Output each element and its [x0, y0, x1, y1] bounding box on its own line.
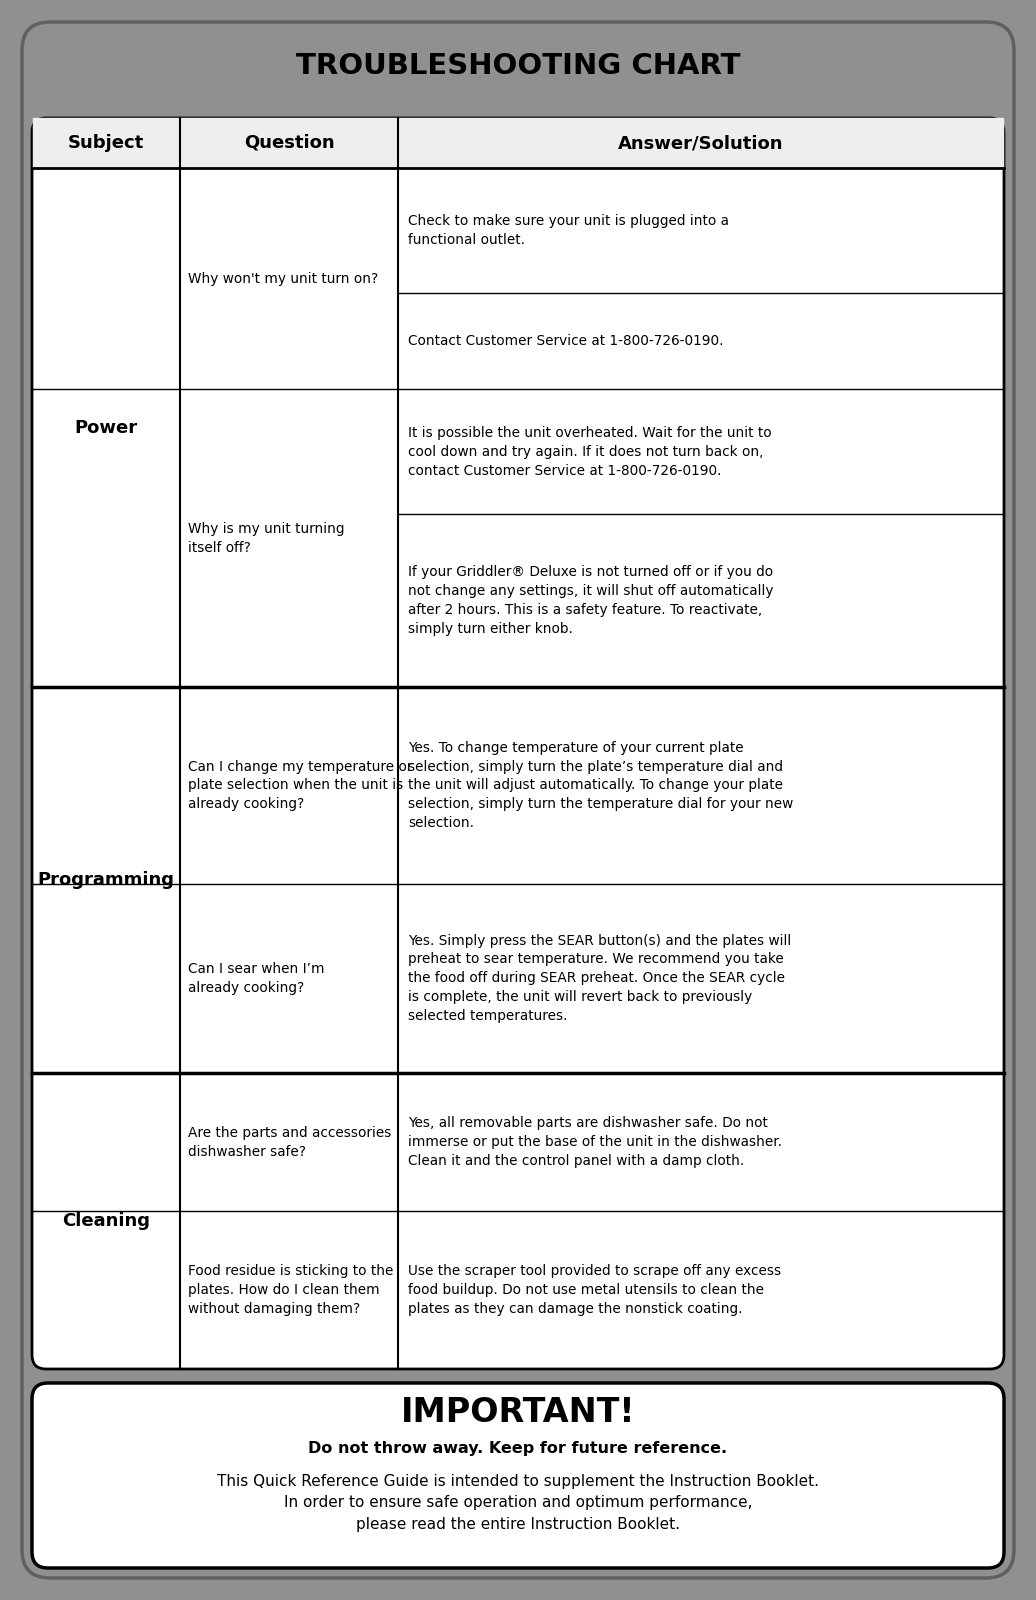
Text: Yes. To change temperature of your current plate
selection, simply turn the plat: Yes. To change temperature of your curre…	[408, 741, 794, 830]
Text: Power: Power	[75, 419, 138, 437]
Text: Food residue is sticking to the
plates. How do I clean them
without damaging the: Food residue is sticking to the plates. …	[188, 1264, 394, 1317]
Text: Why won't my unit turn on?: Why won't my unit turn on?	[188, 272, 378, 285]
Text: Question: Question	[243, 134, 335, 152]
Text: Can I sear when I’m
already cooking?: Can I sear when I’m already cooking?	[188, 962, 324, 995]
Text: Answer/Solution: Answer/Solution	[618, 134, 784, 152]
Text: Check to make sure your unit is plugged into a
functional outlet.: Check to make sure your unit is plugged …	[408, 214, 729, 246]
Text: Why is my unit turning
itself off?: Why is my unit turning itself off?	[188, 522, 345, 555]
Text: It is possible the unit overheated. Wait for the unit to
cool down and try again: It is possible the unit overheated. Wait…	[408, 426, 772, 477]
Text: Programming: Programming	[37, 870, 174, 890]
Text: Contact Customer Service at 1-800-726-0190.: Contact Customer Service at 1-800-726-01…	[408, 334, 723, 349]
Text: Yes. Simply press the SEAR button(s) and the plates will
preheat to sear tempera: Yes. Simply press the SEAR button(s) and…	[408, 933, 792, 1024]
Text: Yes, all removable parts are dishwasher safe. Do not
immerse or put the base of : Yes, all removable parts are dishwasher …	[408, 1117, 782, 1168]
FancyBboxPatch shape	[32, 118, 1004, 1370]
Text: Can I change my temperature or
plate selection when the unit is
already cooking?: Can I change my temperature or plate sel…	[188, 760, 412, 811]
Text: TROUBLESHOOTING CHART: TROUBLESHOOTING CHART	[295, 51, 741, 80]
FancyBboxPatch shape	[32, 1382, 1004, 1568]
Text: IMPORTANT!: IMPORTANT!	[401, 1397, 635, 1429]
Text: Are the parts and accessories
dishwasher safe?: Are the parts and accessories dishwasher…	[188, 1126, 392, 1158]
Text: Use the scraper tool provided to scrape off any excess
food buildup. Do not use : Use the scraper tool provided to scrape …	[408, 1264, 781, 1317]
FancyBboxPatch shape	[22, 22, 1014, 1578]
Text: Cleaning: Cleaning	[62, 1213, 150, 1230]
Text: Subject: Subject	[68, 134, 144, 152]
Text: If your Griddler® Deluxe is not turned off or if you do
not change any settings,: If your Griddler® Deluxe is not turned o…	[408, 565, 774, 637]
Text: Do not throw away. Keep for future reference.: Do not throw away. Keep for future refer…	[309, 1440, 727, 1456]
Text: This Quick Reference Guide is intended to supplement the Instruction Booklet.
In: This Quick Reference Guide is intended t…	[217, 1474, 819, 1533]
